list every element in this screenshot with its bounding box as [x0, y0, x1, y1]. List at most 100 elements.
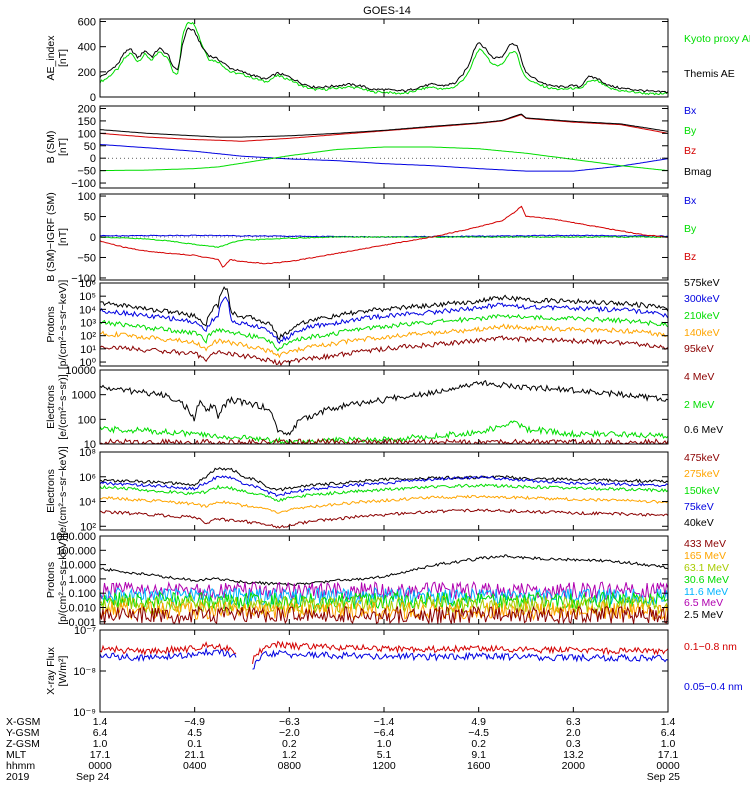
y-axis-label: Protons — [45, 306, 57, 342]
ephemeris-value: 0000 — [88, 760, 112, 772]
ephemeris-row-label: MLT — [6, 749, 27, 761]
y-tick-label: −50 — [77, 166, 96, 178]
legend-entry: 433 MeV — [684, 538, 726, 550]
series-line-themis-ae — [100, 27, 668, 94]
series-line-140kev — [100, 323, 668, 359]
ephemeris-value: 0.3 — [566, 738, 581, 750]
legend-entry: 63.1 MeV — [684, 562, 729, 574]
y-tick-label: 50 — [84, 141, 96, 153]
legend-entry: 210keV — [684, 310, 720, 322]
ephemeris-row-label: 2019 — [6, 771, 30, 783]
y-axis-label: [p/(cm²−s−sr−keV)] — [57, 535, 69, 625]
ephemeris-value: 6.3 — [566, 716, 581, 728]
ephemeris-value: 13.2 — [563, 749, 584, 761]
ephemeris-value: Sep 24 — [76, 771, 109, 783]
ephemeris-table: X-GSMY-GSMZ-GSMMLThhmm20191.46.41.017.10… — [6, 716, 680, 783]
series-line-bz — [100, 205, 668, 268]
ephemeris-value: −2.0 — [279, 727, 300, 739]
series-line-kyoto-proxy-ae — [100, 21, 668, 96]
panel-bdiff: 100 50 0 −50 −100 B (SM)−IGRF (SM) [nT] Bx By Bz — [45, 191, 697, 285]
y-tick-label: 150 — [78, 116, 96, 128]
series-group — [100, 113, 668, 172]
ephemeris-value: 0400 — [183, 760, 207, 772]
y-tick-label: 0 — [90, 92, 96, 104]
legend-entry: 575keV — [684, 277, 720, 289]
y-tick-label: 0.010 — [68, 602, 96, 614]
panel-electrons_mev: 10 100 1000 10000 Electrons [e/(cm²−s−sr)] 4 M… — [45, 365, 723, 451]
y-tick-label: 10 — [84, 439, 96, 451]
ephemeris-value: 1600 — [467, 760, 491, 772]
series-group — [100, 379, 668, 444]
ephemeris-value: 1200 — [372, 760, 396, 772]
legend-entry: Bx — [684, 105, 697, 117]
ephemeris-value: 9.1 — [471, 749, 486, 761]
y-tick-label: 10⁴ — [79, 304, 96, 316]
legend-entry: 40keV — [684, 517, 714, 529]
y-axis-label: AE_index — [45, 35, 57, 81]
legend-entry: Themis AE — [684, 68, 735, 80]
series-line-0-1-0-8-nm — [100, 640, 668, 664]
legend-entry: 4 MeV — [684, 371, 714, 383]
legend-entry: 275keV — [684, 468, 720, 480]
y-tick-label: 10⁸ — [79, 447, 96, 459]
ephemeris-value: −6.3 — [279, 716, 300, 728]
y-tick-label: 1.000 — [68, 574, 96, 586]
ephemeris-row-label: Z-GSM — [6, 738, 40, 750]
plot-frame — [99, 629, 669, 713]
legend-entry: 75keV — [684, 501, 714, 513]
ephemeris-value: 17.1 — [658, 749, 679, 761]
ephemeris-value: 4.9 — [471, 716, 486, 728]
ephemeris-value: 0.1 — [187, 738, 202, 750]
y-axis-label: [nT] — [57, 138, 69, 156]
series-group — [100, 640, 668, 670]
y-tick-label: 50 — [84, 212, 96, 224]
panel-xray: 10⁻⁹ 10⁻⁸ 10⁻⁷ X-ray Flux [W/m²] 0.1−0.8 nm 0.… — [45, 625, 743, 719]
legend-entry: 140keV — [684, 327, 720, 339]
ephemeris-value: 2000 — [562, 760, 586, 772]
y-tick-label: 10¹ — [80, 344, 96, 356]
legend-entry: 0.1−0.8 nm — [684, 641, 737, 653]
y-tick-label: 10² — [80, 331, 96, 343]
legend-entry: 475keV — [684, 452, 720, 464]
legend-entry: 2.5 MeV — [684, 609, 723, 621]
ephemeris-value: 0000 — [656, 760, 680, 772]
series-group — [100, 286, 668, 366]
y-axis-label: [W/m²] — [57, 655, 69, 686]
ephemeris-value: 0.2 — [471, 738, 486, 750]
series-line-by — [100, 146, 668, 172]
ephemeris-value: 1.4 — [661, 716, 676, 728]
legend-entry: 0.6 MeV — [684, 424, 723, 436]
ephemeris-value: 17.1 — [90, 749, 111, 761]
legend-entry: Bz — [684, 251, 696, 263]
y-tick-label: 100 — [78, 128, 96, 140]
y-axis-label: [e/(cm²−s−sr−keV)] — [57, 446, 69, 536]
ephemeris-value: Sep 25 — [647, 771, 680, 783]
y-tick-label: 1000.000 — [50, 531, 96, 543]
ephemeris-value: 6.4 — [661, 727, 676, 739]
y-tick-label: 10000 — [65, 365, 96, 377]
y-tick-label: −50 — [77, 252, 96, 264]
series-line-150kev — [100, 483, 668, 502]
y-axis-label: Protons — [45, 562, 57, 598]
y-tick-label: −100 — [71, 273, 96, 285]
y-tick-label: 600 — [78, 17, 96, 29]
ephemeris-value: 1.0 — [93, 738, 108, 750]
y-tick-label: 0 — [90, 153, 96, 165]
y-tick-label: 100 — [78, 191, 96, 203]
series-line-165-mev — [100, 600, 668, 621]
series-line-63-1-mev — [100, 594, 668, 616]
series-line-bz — [100, 114, 668, 142]
ephemeris-row-label: X-GSM — [6, 716, 40, 728]
y-tick-label: 100 — [78, 414, 96, 426]
legend-entry: Bx — [684, 195, 697, 207]
ephemeris-value: 1.0 — [377, 738, 392, 750]
ephemeris-value: −4.5 — [468, 727, 489, 739]
legend-entry: By — [684, 125, 697, 137]
y-tick-label: 10⁵ — [79, 291, 96, 303]
panel-ae: 0 200 400 600 AE_index [nT] Kyoto proxy AE Them… — [45, 17, 750, 104]
series-line-bmag — [100, 113, 668, 138]
ephemeris-value: 1.4 — [93, 716, 108, 728]
